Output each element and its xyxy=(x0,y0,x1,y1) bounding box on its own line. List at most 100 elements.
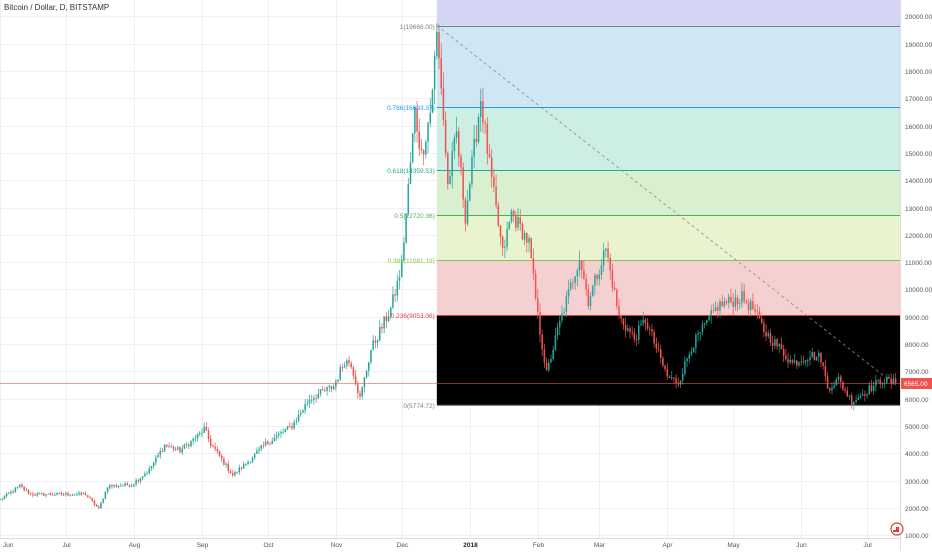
candle-body xyxy=(697,333,699,335)
candle-body xyxy=(583,269,585,279)
candle-body xyxy=(558,320,561,328)
fib-band xyxy=(436,259,900,316)
candle-body xyxy=(877,379,879,381)
candle-body xyxy=(703,322,706,325)
candle-body xyxy=(414,107,416,134)
y-tick-label: 4000.00 xyxy=(905,451,929,458)
candle-body xyxy=(872,385,875,392)
candle-body xyxy=(166,444,168,447)
candle-body xyxy=(600,265,603,275)
y-tick-label: 19000.00 xyxy=(905,42,932,49)
candle-body xyxy=(449,176,451,185)
candle-body xyxy=(172,446,175,450)
candle-body xyxy=(89,497,91,499)
candle-body xyxy=(98,506,100,509)
candle-body xyxy=(730,296,732,302)
candle-body xyxy=(497,205,500,226)
candle-body xyxy=(756,311,759,313)
candle-body xyxy=(378,326,381,341)
candle-body xyxy=(800,361,802,363)
candle-body xyxy=(473,138,475,157)
candle-body xyxy=(679,380,682,385)
candle-body xyxy=(640,323,642,326)
candle-body xyxy=(150,466,153,469)
candle-body xyxy=(93,500,96,505)
candle-body xyxy=(517,217,519,228)
y-tick-label: 6000.00 xyxy=(905,397,929,404)
candle-body xyxy=(225,463,227,465)
y-tick-label: 8000.00 xyxy=(905,342,929,349)
x-tick-label: Dec xyxy=(397,542,409,549)
candle-body xyxy=(548,362,550,371)
candle-body xyxy=(605,248,607,251)
candle-body xyxy=(736,297,739,305)
candle-body xyxy=(692,347,695,353)
candle-body xyxy=(198,433,201,435)
candle-body xyxy=(447,153,449,185)
candle-body xyxy=(844,389,846,391)
candle-body xyxy=(73,494,76,496)
candle-body xyxy=(776,339,778,347)
candle-body xyxy=(188,444,190,447)
candle-body xyxy=(561,313,563,321)
candle-body xyxy=(519,217,522,224)
candle-body xyxy=(251,458,254,462)
candle-body xyxy=(659,349,662,358)
candle-body xyxy=(563,312,565,314)
candle-body xyxy=(238,467,241,473)
candle-body xyxy=(848,395,851,397)
candle-body xyxy=(690,352,693,355)
x-tick-label: Oct xyxy=(263,542,273,549)
candle-body xyxy=(815,356,818,361)
candle-body xyxy=(411,133,414,163)
candle-body xyxy=(460,156,462,168)
candle-body xyxy=(304,404,306,411)
candle-body xyxy=(506,228,508,247)
y-tick-label: 20000.00 xyxy=(905,14,932,21)
candle-body xyxy=(624,325,627,331)
time-axis[interactable]: Jun Jul Aug Sep Oct Nov Dec 2018 Feb Mar Apr May Jun… xyxy=(0,538,900,550)
candle-body xyxy=(275,435,278,438)
logo-mark xyxy=(893,527,899,532)
candle-body xyxy=(644,319,647,323)
candle-body xyxy=(760,318,763,323)
fib-trend-line xyxy=(436,25,896,386)
candle-body xyxy=(407,184,410,214)
candle-body xyxy=(288,426,291,427)
candle-body xyxy=(657,348,660,350)
candle-body xyxy=(464,199,467,224)
candle-body xyxy=(87,495,89,498)
fib-level-label: 0.382(11081.19) xyxy=(388,258,435,265)
price-axis[interactable]: 1000.00 2000.00 3000.00 4000.00 5000.00 6000.… xyxy=(900,0,932,550)
candle-body xyxy=(864,394,866,396)
candle-body xyxy=(350,363,352,368)
candle-body xyxy=(3,496,6,499)
tradingview-logo-icon[interactable] xyxy=(890,522,904,536)
candle-body xyxy=(633,332,636,340)
candle-body xyxy=(23,486,25,490)
candle-body xyxy=(365,370,368,378)
candle-body xyxy=(324,390,326,392)
candle-body xyxy=(273,437,276,441)
candle-body xyxy=(321,389,324,391)
candle-body xyxy=(260,445,262,449)
candle-body xyxy=(458,131,460,157)
candle-body xyxy=(422,150,425,155)
candle-body xyxy=(868,385,871,395)
candle-body xyxy=(477,116,480,142)
candle-body xyxy=(115,484,118,487)
candle-body xyxy=(396,280,399,296)
candle-body xyxy=(490,157,493,178)
candle-body xyxy=(315,397,317,399)
candle-body xyxy=(32,494,34,496)
candle-body xyxy=(190,440,192,447)
candle-body xyxy=(231,473,234,476)
candle-body xyxy=(767,332,770,337)
candle-body xyxy=(594,275,596,286)
candle-body xyxy=(532,258,535,274)
candle-body xyxy=(0,499,1,501)
x-tick-label: May xyxy=(727,542,740,549)
candle-body xyxy=(861,394,864,396)
candle-body xyxy=(308,399,311,404)
